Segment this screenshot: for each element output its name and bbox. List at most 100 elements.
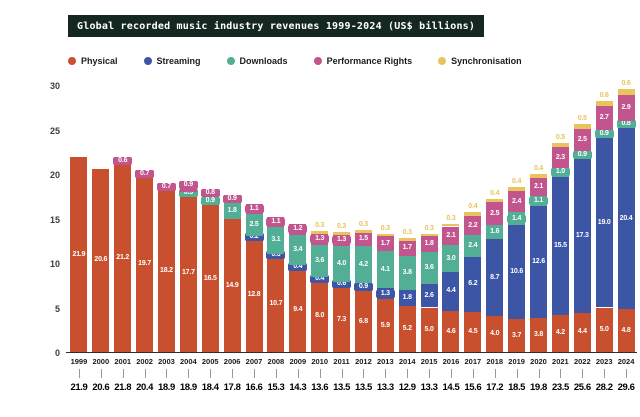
bar-segment-2018-synchronisation (486, 198, 504, 203)
segment-value-label: 3.4 (293, 245, 303, 253)
bar-segment-2019-performance-rights (508, 190, 526, 213)
bar-segment-2022-streaming (573, 158, 591, 313)
total-tick-mark (429, 369, 431, 378)
total-value-label: 13.5 (354, 382, 372, 393)
y-axis-tick-label: 25 (49, 125, 60, 136)
bar-segment-2019-streaming (508, 224, 526, 320)
segment-value-label: 5.0 (424, 325, 434, 333)
segment-value-label: 0.9 (594, 130, 614, 139)
segment-value-label: 0.9 (222, 195, 242, 204)
segment-value-label: 4.2 (555, 329, 565, 337)
segment-value-label: 4.0 (490, 330, 500, 338)
bar-segment-2017-streaming (464, 256, 482, 312)
segment-value-label: 4.8 (621, 326, 631, 334)
legend-item-performance-rights: Performance Rights (313, 56, 412, 66)
bar-segment-2019-synchronisation (508, 187, 526, 191)
bar-segment-2010-downloads (311, 245, 329, 278)
chart-title: Global recorded music industry revenues … (68, 15, 485, 37)
bar-segment-2007-downloads (245, 214, 263, 237)
total-tick-mark (494, 369, 496, 378)
segment-value-label: 0.6 (332, 280, 352, 289)
segment-value-label: 3.1 (271, 236, 281, 244)
legend-label: Synchronisation (451, 56, 522, 66)
bar-segment-2014-physical (398, 305, 416, 352)
total-value-label: 17.8 (223, 382, 241, 393)
x-axis-year-label: 2016 (442, 357, 460, 366)
segment-value-label: 0.7 (156, 182, 176, 191)
total-value-label: 13.6 (311, 382, 329, 393)
segment-value-label: 1.7 (380, 239, 390, 247)
segment-value-label: 17.7 (181, 269, 195, 277)
segment-value-label: 1.4 (507, 214, 527, 223)
bar-segment-2021-performance-rights (551, 147, 569, 168)
legend-label: Downloads (239, 56, 288, 66)
bar-segment-2016-downloads (442, 245, 460, 272)
segment-value-label: 0.6 (113, 156, 133, 165)
segment-value-label: 9.4 (293, 306, 303, 314)
bar-segment-2011-downloads (333, 246, 351, 282)
segment-value-label: 2.1 (446, 231, 456, 239)
segment-value-label: 0.6 (599, 92, 609, 100)
total-value-label: 21.8 (114, 382, 132, 393)
y-axis-tick-label: 0 (54, 348, 60, 358)
segment-value-label: 0.4 (512, 178, 522, 186)
segment-value-label: 0.4 (468, 203, 478, 211)
bar-segment-2012-synchronisation (354, 230, 372, 233)
x-axis-year-label: 2012 (355, 357, 372, 366)
total-tick-mark (188, 369, 190, 378)
total-tick-mark (232, 369, 234, 378)
x-axis-year-label: 2019 (508, 357, 525, 366)
segment-value-label: 3.7 (512, 331, 522, 339)
bar-segment-2015-physical (420, 307, 438, 352)
bar-segment-2015-performance-rights (420, 236, 438, 253)
segment-value-label: 1.5 (358, 235, 368, 243)
total-tick-mark (144, 369, 146, 378)
total-tick-mark (560, 369, 562, 378)
bar-segment-2016-physical (442, 311, 460, 352)
x-axis-year-label: 2013 (376, 357, 394, 366)
total-value-label: 15.3 (267, 382, 285, 393)
x-axis-year-label: 2005 (201, 357, 219, 366)
bar-segment-2018-performance-rights (486, 202, 504, 225)
bar-segment-2021-synchronisation (551, 142, 569, 148)
bar-segment-2010-physical (311, 280, 329, 352)
total-tick-mark (407, 369, 409, 378)
segment-value-label: 3.8 (402, 268, 412, 276)
x-axis-year-label: 2002 (136, 357, 153, 366)
segment-value-label: 0.3 (402, 229, 412, 237)
total-tick-mark (516, 369, 518, 378)
total-tick-mark (582, 369, 584, 378)
total-tick-mark (604, 369, 606, 378)
bar-segment-2001-physical (114, 163, 132, 352)
segment-value-label: 10.6 (510, 267, 524, 275)
total-value-label: 18.9 (179, 382, 197, 393)
segment-value-label: 0.4 (310, 275, 330, 284)
total-value-label: 15.6 (464, 382, 482, 393)
bar-segment-2016-performance-rights (442, 226, 460, 246)
bar-segment-2016-synchronisation (442, 223, 460, 227)
x-axis-year-label: 2021 (552, 357, 569, 366)
segment-value-label: 2.3 (555, 153, 565, 161)
segment-value-label: 20.4 (619, 214, 633, 222)
y-axis-tick-label: 30 (49, 81, 60, 91)
chart-legend: Physical Streaming Downloads Performance Ri… (68, 56, 522, 66)
segment-value-label: 3.8 (533, 331, 544, 339)
bar-segment-2013-downloads (376, 251, 394, 288)
segment-value-label: 4.0 (336, 259, 347, 267)
total-tick-mark (341, 369, 343, 378)
segment-value-label: 1.7 (402, 244, 412, 252)
x-axis-year-label: 2006 (223, 357, 241, 366)
total-tick-mark (319, 369, 321, 378)
segment-value-label: 5.9 (380, 321, 390, 329)
bar-segment-2022-performance-rights (573, 128, 591, 151)
bar-segment-2012-downloads (354, 246, 372, 284)
x-axis-year-label: 2001 (114, 357, 132, 366)
total-value-label: 18.5 (508, 382, 526, 393)
segment-value-label: 1.1 (266, 217, 286, 226)
segment-value-label: 0.8 (616, 120, 636, 129)
bar-segment-2014-downloads (398, 255, 416, 290)
segment-value-label: 1.2 (288, 225, 308, 234)
bar-segment-2024-synchronisation (617, 89, 635, 95)
bar-segment-2014-synchronisation (398, 238, 416, 241)
segment-value-label: 4.5 (468, 327, 478, 335)
